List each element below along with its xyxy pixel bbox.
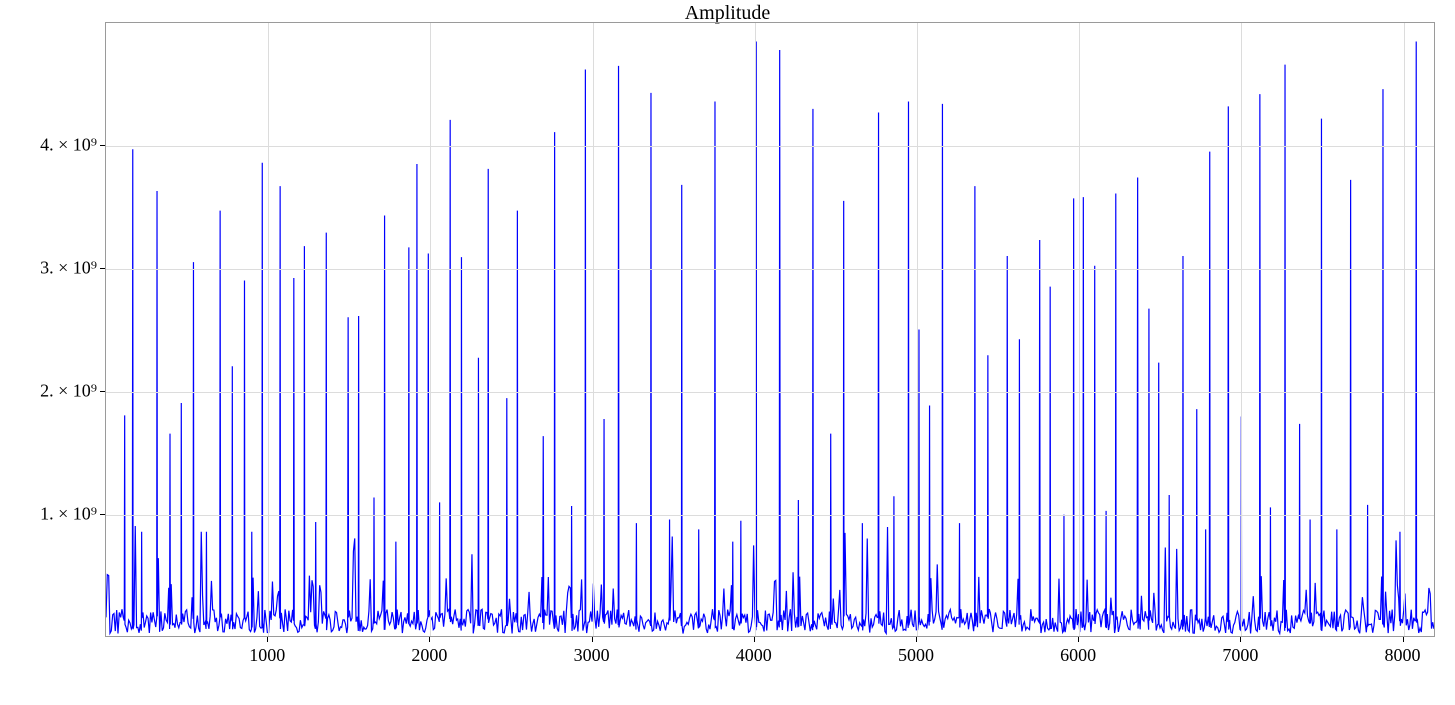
x-gridline [755, 23, 756, 636]
x-tick-label: 4000 [736, 645, 772, 666]
x-tick [267, 637, 268, 642]
plot-area [105, 22, 1435, 637]
x-tick [916, 637, 917, 642]
y-tick [100, 391, 105, 392]
y-gridline [106, 392, 1434, 393]
y-tick-label: 4. × 10⁹ [40, 135, 97, 156]
y-tick [100, 514, 105, 515]
x-tick [754, 637, 755, 642]
y-tick [100, 145, 105, 146]
x-tick [592, 637, 593, 642]
y-gridline [106, 515, 1434, 516]
amplitude-series [106, 41, 1434, 633]
x-tick [429, 637, 430, 642]
x-gridline [1241, 23, 1242, 636]
x-gridline [1079, 23, 1080, 636]
x-gridline [268, 23, 269, 636]
x-tick-label: 5000 [898, 645, 934, 666]
x-gridline [593, 23, 594, 636]
x-tick-label: 2000 [411, 645, 447, 666]
x-gridline [430, 23, 431, 636]
x-tick-label: 6000 [1060, 645, 1096, 666]
amplitude-chart: Amplitude 100020003000400050006000700080… [0, 0, 1455, 705]
x-tick [1240, 637, 1241, 642]
x-gridline [1404, 23, 1405, 636]
y-tick-label: 2. × 10⁹ [40, 381, 97, 402]
x-tick-label: 1000 [249, 645, 285, 666]
y-gridline [106, 146, 1434, 147]
y-tick [100, 268, 105, 269]
y-gridline [106, 269, 1434, 270]
x-tick-label: 8000 [1385, 645, 1421, 666]
x-tick-label: 7000 [1222, 645, 1258, 666]
x-tick-label: 3000 [574, 645, 610, 666]
y-tick-label: 3. × 10⁹ [40, 258, 97, 279]
x-tick [1403, 637, 1404, 642]
x-tick [1078, 637, 1079, 642]
y-tick-label: 1. × 10⁹ [40, 504, 97, 525]
signal-line [106, 23, 1434, 636]
x-gridline [917, 23, 918, 636]
